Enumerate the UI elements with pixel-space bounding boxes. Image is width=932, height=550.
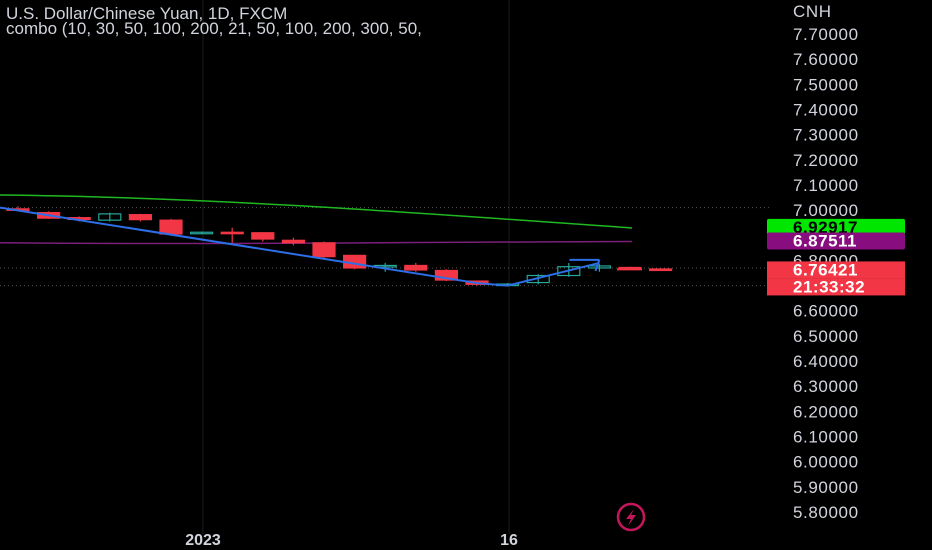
price-badge-value: 6.92917 [793, 218, 858, 237]
candle-body [587, 265, 612, 269]
candle-body [557, 266, 581, 277]
price-tick-label: 6.60000 [793, 302, 859, 321]
horizontal-levels [0, 207, 770, 287]
price-badge-value: 6.87511 [793, 232, 857, 251]
price-tick-label: 6.50000 [793, 327, 859, 346]
price-badge-bg [767, 218, 905, 236]
candle-body [648, 268, 673, 272]
trendline-drawing[interactable] [0, 206, 642, 287]
price-tick-label: 7.10000 [793, 176, 859, 195]
trendline-arrow-side [594, 259, 601, 272]
price-tick-label: 6.40000 [793, 352, 859, 371]
chart-title: U.S. Dollar/Chinese Yuan, 1D, FXCM [6, 4, 288, 23]
moving-average-line [0, 194, 633, 229]
price-tick-label: 7.40000 [793, 100, 859, 119]
price-tick-label: 6.30000 [793, 377, 859, 396]
candle-body [159, 219, 183, 235]
candle-body [128, 214, 152, 221]
price-tick-label: 6.20000 [793, 402, 859, 421]
indicator-legend[interactable]: combo (10, 30, 50, 100, 200, 21, 50, 100… [6, 19, 422, 38]
time-axis[interactable]: 2023 16 [185, 532, 518, 549]
price-tick-label: 6.00000 [793, 453, 859, 472]
price-tick-label: 5.90000 [793, 478, 859, 497]
candle-body [98, 213, 122, 221]
price-badge-bg [767, 261, 905, 279]
price-badge-value: 6.76421 [793, 260, 858, 279]
candlesticks [6, 206, 673, 287]
candle-body [526, 274, 550, 284]
candle-body [404, 264, 428, 271]
candle-body [190, 231, 214, 235]
price-tick-label: 7.60000 [793, 50, 859, 69]
candle-body [251, 232, 275, 240]
price-tick-label: 6.10000 [793, 428, 859, 447]
time-label-2023: 2023 [185, 532, 221, 549]
chart-grid [202, 0, 510, 534]
price-badge-bg [767, 278, 905, 296]
price-tick-label: 5.80000 [793, 503, 859, 522]
candle-body [312, 242, 336, 258]
price-badge-value: 21:33:32 [793, 277, 865, 296]
time-label-16: 16 [500, 532, 518, 549]
price-badge-bg [767, 232, 905, 250]
lightning-icon[interactable] [616, 502, 646, 532]
price-tick-label: 7.50000 [793, 75, 859, 94]
candle-body [220, 231, 244, 235]
price-tick-label: 7.30000 [793, 126, 859, 145]
price-tick-label: 7.20000 [793, 151, 859, 170]
price-tick-label: 7.00000 [793, 201, 859, 220]
candle-body [434, 269, 458, 281]
moving-averages [0, 194, 633, 245]
price-axis-currency: CNH [793, 2, 832, 21]
candle-body [281, 239, 305, 244]
price-tick-label: 7.70000 [793, 25, 859, 44]
trendline-path [0, 206, 600, 287]
